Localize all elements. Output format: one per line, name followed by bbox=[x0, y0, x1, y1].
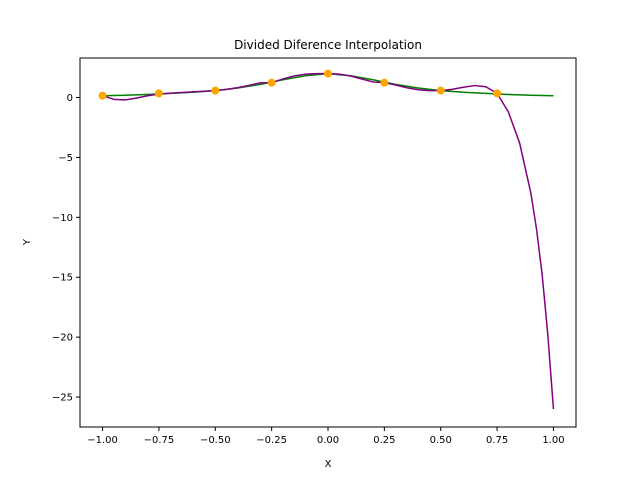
x-tick-label: 0.50 bbox=[430, 435, 452, 446]
node-point bbox=[380, 78, 389, 87]
x-tick-label: −0.50 bbox=[200, 435, 231, 446]
y-axis: 0 −5 −10 −15 −20 −25 bbox=[52, 93, 80, 404]
x-tick-label: −1.00 bbox=[87, 435, 118, 446]
node-point bbox=[211, 86, 220, 95]
x-tick-label: 1.00 bbox=[542, 435, 564, 446]
y-axis-label: Y bbox=[22, 238, 33, 246]
y-tick-label: −20 bbox=[52, 333, 73, 344]
x-tick-label: −0.25 bbox=[256, 435, 287, 446]
x-tick-label: 0.25 bbox=[373, 435, 395, 446]
node-point bbox=[493, 89, 502, 98]
y-tick-label: −15 bbox=[52, 273, 73, 284]
x-tick-label: −0.75 bbox=[144, 435, 175, 446]
series-layer bbox=[98, 69, 555, 410]
y-tick-label: 0 bbox=[67, 93, 73, 104]
x-axis-label: X bbox=[325, 459, 332, 470]
x-tick-label: 0.75 bbox=[486, 435, 508, 446]
node-point bbox=[324, 69, 332, 78]
chart-title: Divided Diference Interpolation bbox=[234, 38, 422, 52]
x-tick-label: 0.00 bbox=[317, 435, 339, 446]
y-tick-label: −10 bbox=[52, 213, 73, 224]
node-point bbox=[267, 78, 276, 87]
node-point bbox=[98, 91, 107, 100]
node-point bbox=[436, 86, 445, 95]
x-axis: −1.00 −0.75 −0.50 −0.25 0.00 0.25 0.50 0.75 1.00 bbox=[87, 427, 565, 446]
y-tick-label: −5 bbox=[58, 153, 73, 164]
node-point bbox=[154, 89, 163, 98]
y-tick-label: −25 bbox=[52, 393, 73, 404]
